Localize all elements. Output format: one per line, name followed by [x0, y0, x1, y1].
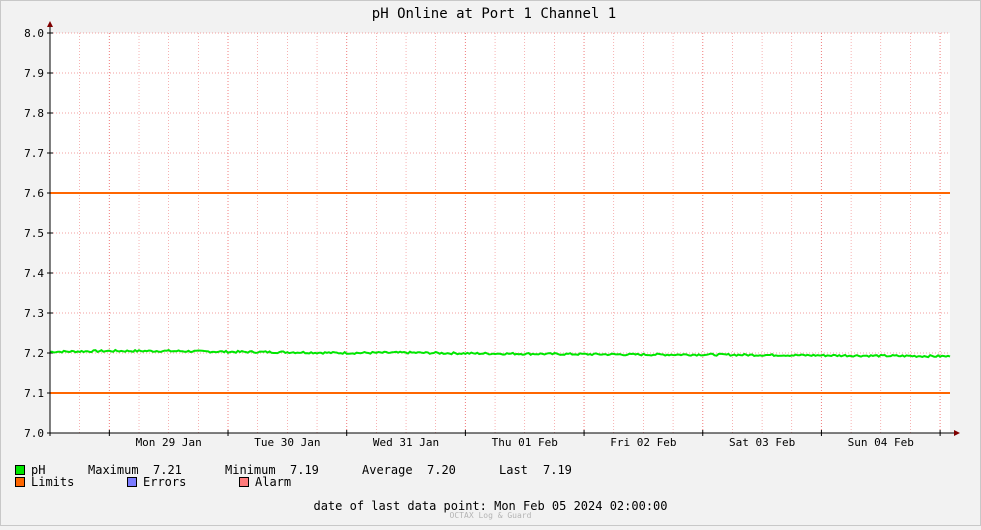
last-data-point-text: date of last data point: Mon Feb 05 2024… [313, 499, 668, 513]
legend-item-limits: Limits [15, 475, 127, 489]
y-tick-label: 7.7 [24, 147, 44, 160]
chart-title: pH Online at Port 1 Channel 1 [372, 6, 616, 22]
y-tick-label: 7.2 [24, 347, 44, 360]
y-tick-label: 7.3 [24, 307, 44, 320]
x-tick-label: Mon 29 Jan [136, 436, 202, 449]
legend-alarm-label: Alarm [255, 475, 292, 489]
errors-swatch-icon [127, 477, 137, 487]
legend-last-label: Last [499, 463, 528, 477]
legend-avg-label: Average [362, 463, 413, 477]
legend-ph-label: pH [31, 463, 46, 477]
legend-limits-label: Limits [31, 475, 75, 489]
legend-max-label: Maximum [88, 463, 139, 477]
x-tick-label: Fri 02 Feb [610, 436, 676, 449]
legend-max-value: 7.21 [153, 463, 182, 477]
y-tick-label: 8.0 [24, 27, 44, 40]
x-tick-label: Tue 30 Jan [254, 436, 320, 449]
x-tick-label: Sat 03 Feb [729, 436, 795, 449]
legend-errors-label: Errors [143, 475, 187, 489]
ph-swatch-icon [15, 465, 25, 475]
y-tick-labels: 7.0 7.1 7.2 7.3 7.4 7.5 7.6 7.7 7.8 7.9 8.0 [24, 27, 44, 440]
x-tick-labels: Mon 29 Jan Tue 30 Jan Wed 31 Jan Thu 01 Feb… [136, 436, 914, 449]
legend-min-label: Minimum [225, 463, 276, 477]
y-axis-arrow-icon [47, 21, 53, 27]
x-tick-label: Sun 04 Feb [848, 436, 914, 449]
legend-row-ph: pH Maximum 7.21 Minimum 7.19 Average 7.2… [15, 463, 583, 477]
series-layer [49, 348, 951, 359]
ph-series-line [49, 348, 951, 359]
y-tick-label: 7.4 [24, 267, 44, 280]
legend-avg-value: 7.20 [427, 463, 456, 477]
axes [47, 21, 960, 436]
legend-last-value: 7.19 [543, 463, 572, 477]
legend-row-status: Limits Errors Alarm [15, 475, 291, 489]
x-tick-label: Thu 01 Feb [492, 436, 558, 449]
y-tick-label: 7.5 [24, 227, 44, 240]
limits-swatch-icon [15, 477, 25, 487]
alarm-swatch-icon [239, 477, 249, 487]
y-tick-label: 7.0 [24, 427, 44, 440]
y-tick-label: 7.8 [24, 107, 44, 120]
legend-item-ph: pH [15, 463, 88, 477]
y-tick-label: 7.1 [24, 387, 44, 400]
legend-item-errors: Errors [127, 475, 239, 489]
x-tick-label: Wed 31 Jan [373, 436, 439, 449]
legend-min-value: 7.19 [290, 463, 319, 477]
x-axis-arrow-icon [954, 430, 960, 436]
legend-item-alarm: Alarm [239, 475, 291, 489]
limit-lines [50, 192, 950, 394]
y-tick-label: 7.6 [24, 187, 44, 200]
watermark-logo: OCTAX Log & Guard [449, 511, 532, 520]
y-tick-label: 7.9 [24, 67, 44, 80]
